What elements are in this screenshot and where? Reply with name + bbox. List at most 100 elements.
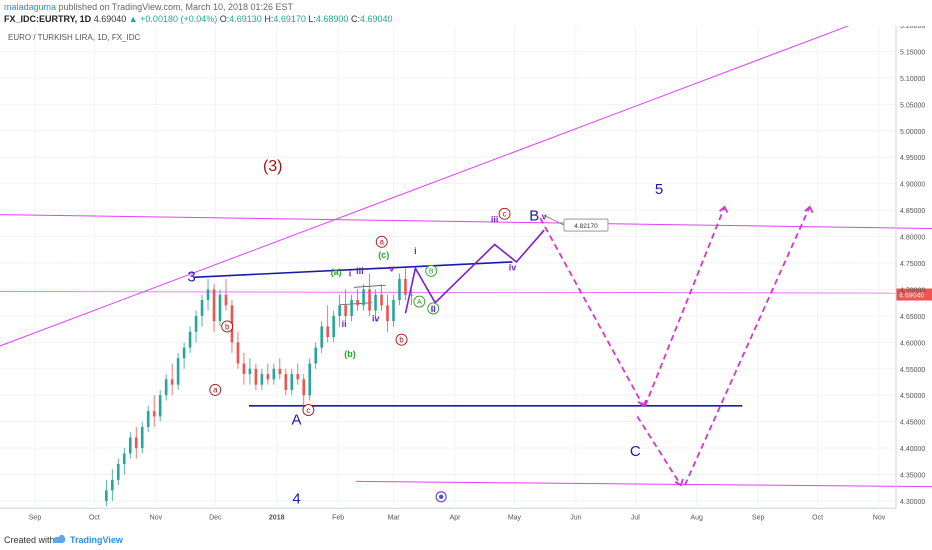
open-value: 4.69130 <box>229 14 262 24</box>
candle-body <box>404 278 407 295</box>
close-label: C: <box>350 14 360 24</box>
candle-body <box>260 374 264 385</box>
candle-body <box>392 300 395 322</box>
candle-body <box>105 490 108 501</box>
price-line <box>0 291 932 294</box>
candle-body <box>242 363 246 375</box>
candle-body <box>122 453 126 464</box>
wave-label: (b) <box>344 349 356 359</box>
x-tick-label: Oct <box>812 514 823 521</box>
y-tick-label: 5.05000 <box>900 102 925 109</box>
candle-body <box>290 374 294 390</box>
wave-label-circle <box>375 235 388 248</box>
candle-body <box>374 294 377 311</box>
high-label: H: <box>264 14 274 24</box>
candle-body <box>266 374 270 380</box>
y-tick-label: 4.40000 <box>900 446 925 453</box>
price-chart[interactable]: 4.82170 4.69040 (3) 3 A 4 B C 5 a b c a b c (a) (b) (c) A… <box>0 26 932 530</box>
candle-body <box>356 300 359 306</box>
wave-label-circle <box>413 295 426 308</box>
candle-body <box>224 294 228 306</box>
candle-body <box>116 463 120 480</box>
candle-body <box>308 363 312 396</box>
lower-support-line <box>355 480 932 488</box>
x-tick-label: Feb <box>332 514 344 521</box>
wave-label: (c) <box>378 250 389 260</box>
close-value: 4.69040 <box>359 14 393 24</box>
symbol-label: FX_IDC:EURTRY, 1D <box>4 14 92 24</box>
wave-label: ii <box>342 319 347 329</box>
tradingview-link[interactable]: TradingView <box>70 535 123 545</box>
candle-body <box>386 305 389 322</box>
y-tick-label: 5.00000 <box>900 129 925 136</box>
low-value: 4.68900 <box>315 14 349 24</box>
trendlines <box>0 26 932 488</box>
chart-title: EURO / TURKISH LIRA, 1D, FX_IDC <box>8 33 141 42</box>
wave-label: ii <box>431 304 436 314</box>
author-link[interactable]: maladaguma <box>4 2 57 12</box>
wave-label: C <box>431 306 436 313</box>
chart-header: maladaguma published on TradingView.com,… <box>0 0 932 26</box>
candle-body <box>362 289 365 306</box>
y-tick-label: 4.60000 <box>900 340 925 347</box>
candle-body <box>128 437 132 454</box>
x-tick-label: Dec <box>209 514 222 521</box>
tradingview-logo-icon <box>53 534 66 543</box>
y-tick-label: 4.50000 <box>900 393 925 400</box>
wave-label: C <box>630 443 641 460</box>
y-tick-label: 4.65000 <box>900 314 925 321</box>
y-tick-label: 4.75000 <box>900 261 925 268</box>
event-marker-dot <box>438 494 444 499</box>
footer: Created with TradingView <box>0 530 932 550</box>
wave-label: (3) <box>263 158 283 175</box>
candle-body <box>194 315 198 332</box>
x-tick-label: Nov <box>873 514 886 521</box>
candle-body <box>182 347 186 359</box>
upper-channel-line <box>193 261 513 279</box>
wave-label-circle <box>427 302 440 315</box>
candle-body <box>320 326 323 348</box>
candle-body <box>350 300 353 316</box>
proj-down-2 <box>636 415 682 486</box>
wave-paths: 4.82170 4.69040 <box>404 205 932 487</box>
wave-label: B <box>529 208 539 225</box>
x-tick-label: Sep <box>752 514 765 521</box>
wave-label: a <box>379 238 384 247</box>
y-tick-label: 4.70000 <box>900 287 925 294</box>
wave-label-circle <box>302 404 315 416</box>
arrow-icon <box>674 478 684 487</box>
proj-up-2 <box>684 206 811 486</box>
arrow-icon <box>804 205 814 213</box>
y-tick-label: 5.15000 <box>900 49 925 56</box>
candle-body <box>206 289 210 301</box>
x-tick-label: Mar <box>388 514 401 521</box>
price-callout-label: 4.82170 <box>574 223 598 230</box>
candle-body <box>188 331 192 348</box>
projected-wave-path <box>404 229 545 314</box>
wave-label: A <box>417 299 422 306</box>
wave-label: v <box>542 212 547 222</box>
y-tick-label: 4.85000 <box>900 208 925 215</box>
x-tick-label: Oct <box>89 514 100 521</box>
wave-label: b <box>399 335 404 344</box>
candle-body <box>302 379 306 396</box>
chart-background <box>0 26 932 530</box>
candle-body <box>314 347 318 364</box>
wave-label: 3 <box>187 268 195 285</box>
x-tick-label: Jul <box>631 514 640 521</box>
y-tick-label: 5.20000 <box>900 26 925 30</box>
created-with-text: Created with <box>4 535 55 545</box>
wave-label-circle <box>425 264 438 277</box>
wave-label: i <box>349 269 352 279</box>
x-tick-label: May <box>508 514 522 521</box>
wave-label: i <box>414 246 417 256</box>
wave-label: iv <box>372 314 380 324</box>
wave-label: iii <box>491 214 499 224</box>
wave-label: b <box>225 322 230 331</box>
wave-label-circle <box>395 333 408 346</box>
candle-body <box>410 294 413 296</box>
candle-body <box>111 479 114 491</box>
candle-body <box>380 294 383 306</box>
last-price-label: 4.69040 <box>899 293 924 300</box>
wave-label: 4 <box>292 491 300 508</box>
